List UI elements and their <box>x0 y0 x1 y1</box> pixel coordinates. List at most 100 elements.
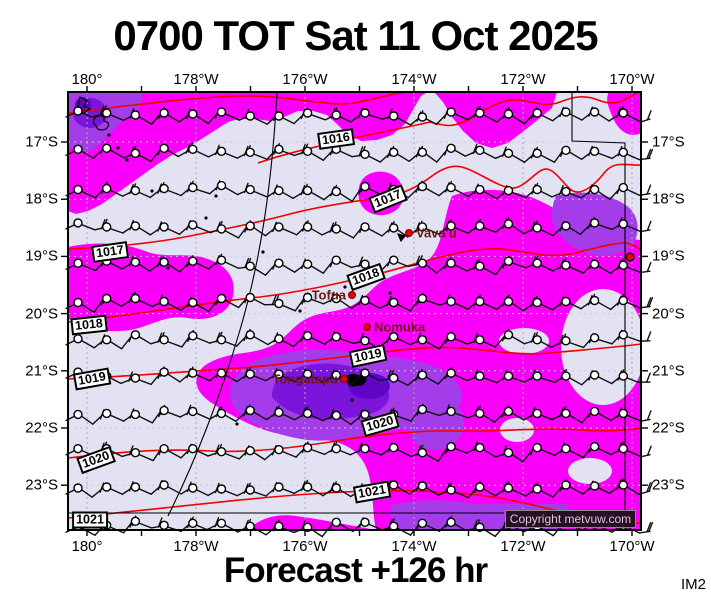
wind-barb <box>503 185 514 196</box>
wind-barb <box>130 148 141 159</box>
islet-dot <box>350 398 354 402</box>
wind-barb <box>417 404 428 415</box>
wind-barb <box>561 145 571 156</box>
wind-barb <box>73 106 83 116</box>
wind-barb <box>360 336 370 346</box>
wind-barb <box>245 184 255 195</box>
wind-barb <box>446 143 456 154</box>
wind-barb <box>331 224 341 234</box>
wind-barb <box>532 297 542 308</box>
wind-barb <box>532 443 542 453</box>
wind-barb <box>101 408 112 419</box>
wind-barb <box>159 296 169 307</box>
wind-barb <box>73 218 83 228</box>
wind-barb <box>216 180 227 191</box>
wind-barb <box>618 444 628 454</box>
wind-barb <box>446 107 456 117</box>
wind-barb <box>417 293 428 304</box>
wind-barb <box>216 224 227 234</box>
wind-barb <box>216 146 227 157</box>
wind-barb <box>101 335 112 345</box>
wind-barb <box>331 483 341 493</box>
wind-barb <box>417 258 428 268</box>
wind-barb <box>475 335 485 345</box>
wind-barb <box>130 293 141 304</box>
lat-label: 23°S <box>25 476 58 494</box>
rain-gap <box>568 458 612 484</box>
wind-barb <box>618 182 628 193</box>
wind-barb <box>274 407 284 418</box>
wind-barb <box>274 144 284 155</box>
islet-dot <box>388 291 392 295</box>
lat-label: 23°S <box>652 476 685 494</box>
wind-barb <box>274 369 284 379</box>
wind-barb <box>245 111 255 121</box>
wind-barb <box>446 332 456 342</box>
wind-barb <box>503 256 514 266</box>
wind-barb <box>159 335 169 345</box>
lat-label: 19°S <box>25 247 58 265</box>
wind-barb <box>159 222 169 232</box>
wind-barb <box>130 330 141 340</box>
wind-barb <box>245 405 255 416</box>
wind-barb <box>274 445 284 455</box>
place-dot <box>340 375 348 383</box>
lon-label: 174°W <box>391 71 437 88</box>
chart-title: 0700 TOT Sat 11 Oct 2025 <box>113 12 598 59</box>
wind-barb <box>302 443 313 453</box>
wind-barb <box>188 444 198 454</box>
wind-barb <box>274 482 284 492</box>
wind-barb <box>618 219 628 229</box>
wind-barb <box>101 183 112 194</box>
wind-barb <box>216 408 227 419</box>
lon-label: 178°W <box>173 538 219 555</box>
copyright-badge: Copyright metvuw.com <box>505 510 636 528</box>
wind-barb <box>274 222 284 232</box>
wind-barb <box>561 107 571 117</box>
lon-label: 176°W <box>282 71 328 88</box>
place-markers <box>340 229 635 383</box>
wind-barb <box>532 258 542 268</box>
wind-barb <box>360 222 370 232</box>
wind-barb <box>618 408 628 419</box>
wind-barb <box>389 147 399 158</box>
lat-label: 18°S <box>652 190 685 208</box>
lat-label: 18°S <box>25 190 58 208</box>
wind-barb <box>446 485 456 495</box>
wind-barb <box>188 483 198 493</box>
wind-barb <box>331 293 341 304</box>
place-dot <box>405 229 413 237</box>
wind-barb <box>331 444 341 454</box>
wind-barb <box>274 334 284 344</box>
wind-barb <box>360 181 370 192</box>
wind-barb <box>475 145 485 156</box>
wind-barb <box>130 409 141 420</box>
wind-barb <box>188 109 198 119</box>
wind-barb <box>302 331 313 341</box>
wind-barb <box>331 410 341 421</box>
wind-barb <box>101 293 112 304</box>
wind-barb <box>188 518 198 528</box>
islet-dot <box>166 266 170 270</box>
wind-barb <box>302 482 313 492</box>
lat-label: 21°S <box>652 362 685 380</box>
islet-dot <box>298 309 302 313</box>
wind-barb <box>561 336 571 346</box>
wind-barb <box>302 292 313 303</box>
wind-barb <box>302 259 313 269</box>
wind-barb <box>245 446 255 456</box>
wind-barb <box>302 185 313 196</box>
wind-barb <box>101 143 112 154</box>
wind-barb <box>159 108 169 118</box>
wind-barb <box>274 185 284 196</box>
wind-barb <box>389 332 399 342</box>
islet-dot <box>214 194 218 198</box>
islet-dot <box>150 189 154 193</box>
wind-barb <box>475 108 485 118</box>
wind-barb <box>446 182 456 193</box>
wind-barb <box>302 146 313 157</box>
wind-barb <box>245 221 255 231</box>
wind-barb <box>130 257 141 267</box>
islet-dot <box>204 216 208 220</box>
model-id-tag: IM2 <box>680 576 706 593</box>
